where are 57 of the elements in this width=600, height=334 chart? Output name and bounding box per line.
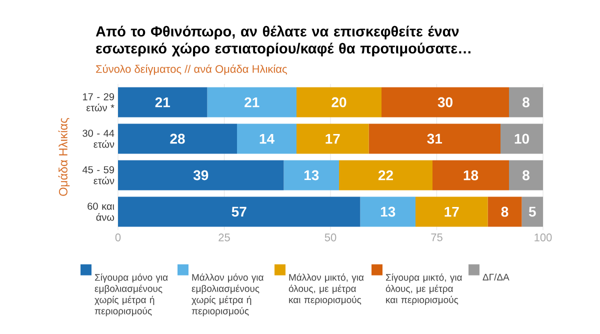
data-label: 17 <box>326 134 340 144</box>
data-label: 20 <box>332 97 346 108</box>
data-label: 10 <box>514 134 529 144</box>
x-tick-label: 25 <box>218 234 230 242</box>
data-label: 21 <box>155 97 170 108</box>
y-tick-label: 45 - 59 ετών <box>82 166 114 184</box>
chart-subtitle: Σύνολο δείγματος // ανά Ομάδα Ηλικίας <box>96 64 287 76</box>
x-tick-label: 50 <box>324 234 336 242</box>
bar <box>118 87 208 118</box>
y-tick-label: 17 - 29 ετών * <box>83 93 114 112</box>
legend-label: ΔΓ/ΔΑ <box>482 274 510 280</box>
data-label: 31 <box>427 134 442 144</box>
data-label: 8 <box>501 206 508 217</box>
chart-title: Από το Φθινόπωρο, αν θέλατε να επισκεφθείτε έναν εσωτερικό χώρο εστιατορίου/καφέ θα προτιμούσατε… <box>96 26 470 56</box>
x-tick-label: 0 <box>115 234 121 242</box>
bar <box>509 87 544 118</box>
bar <box>368 124 501 154</box>
data-label: 30 <box>438 97 452 108</box>
bar <box>296 87 382 118</box>
bar <box>509 160 544 190</box>
bar <box>382 87 510 118</box>
legend-label: Σίγουρα μικτό, για όλους, με μέτρα και περιορισμούς <box>386 274 462 306</box>
data-label: 22 <box>378 170 393 180</box>
bar <box>296 124 369 154</box>
data-label: 57 <box>232 206 246 217</box>
bar <box>360 196 416 227</box>
bar <box>432 160 510 190</box>
data-label: 18 <box>464 170 478 180</box>
bar <box>522 196 544 227</box>
bar <box>207 87 297 118</box>
data-label: 17 <box>444 206 459 217</box>
bar <box>118 160 284 190</box>
bar <box>237 124 297 154</box>
bar <box>416 196 488 227</box>
bar <box>339 160 433 190</box>
data-label: 21 <box>244 97 260 108</box>
legend-label: Σίγουρα μόνο για εμβολιασμένους χωρίς μέτρα ή περιορισμούς <box>94 274 168 316</box>
y-tick-label: 60 και άνω <box>88 202 114 221</box>
data-label: 5 <box>528 206 536 217</box>
x-tick-label: 75 <box>431 234 442 242</box>
bar <box>284 160 340 190</box>
data-label: 14 <box>260 134 274 144</box>
legend-label: Μάλλον μόνο για εμβολιασμένους χωρίς μέτρα ή περιορισμούς <box>192 274 264 316</box>
y-axis-title: Ομάδα Ηλικίας <box>58 118 70 196</box>
legend-label: Μάλλον μικτό, για όλους, με μέτρα και περιορισμούς <box>288 274 364 306</box>
data-label: 13 <box>304 170 319 180</box>
data-label: 8 <box>522 170 530 180</box>
y-tick-label: 30 - 44 ετών <box>82 130 114 148</box>
data-label: 39 <box>193 170 208 180</box>
bar <box>118 124 237 154</box>
bar <box>488 196 522 227</box>
bar <box>500 124 544 154</box>
data-label: 8 <box>522 97 530 108</box>
data-label: 13 <box>380 206 396 217</box>
x-tick-label: 100 <box>534 234 552 242</box>
data-label: 28 <box>170 134 185 144</box>
bar <box>118 196 360 227</box>
